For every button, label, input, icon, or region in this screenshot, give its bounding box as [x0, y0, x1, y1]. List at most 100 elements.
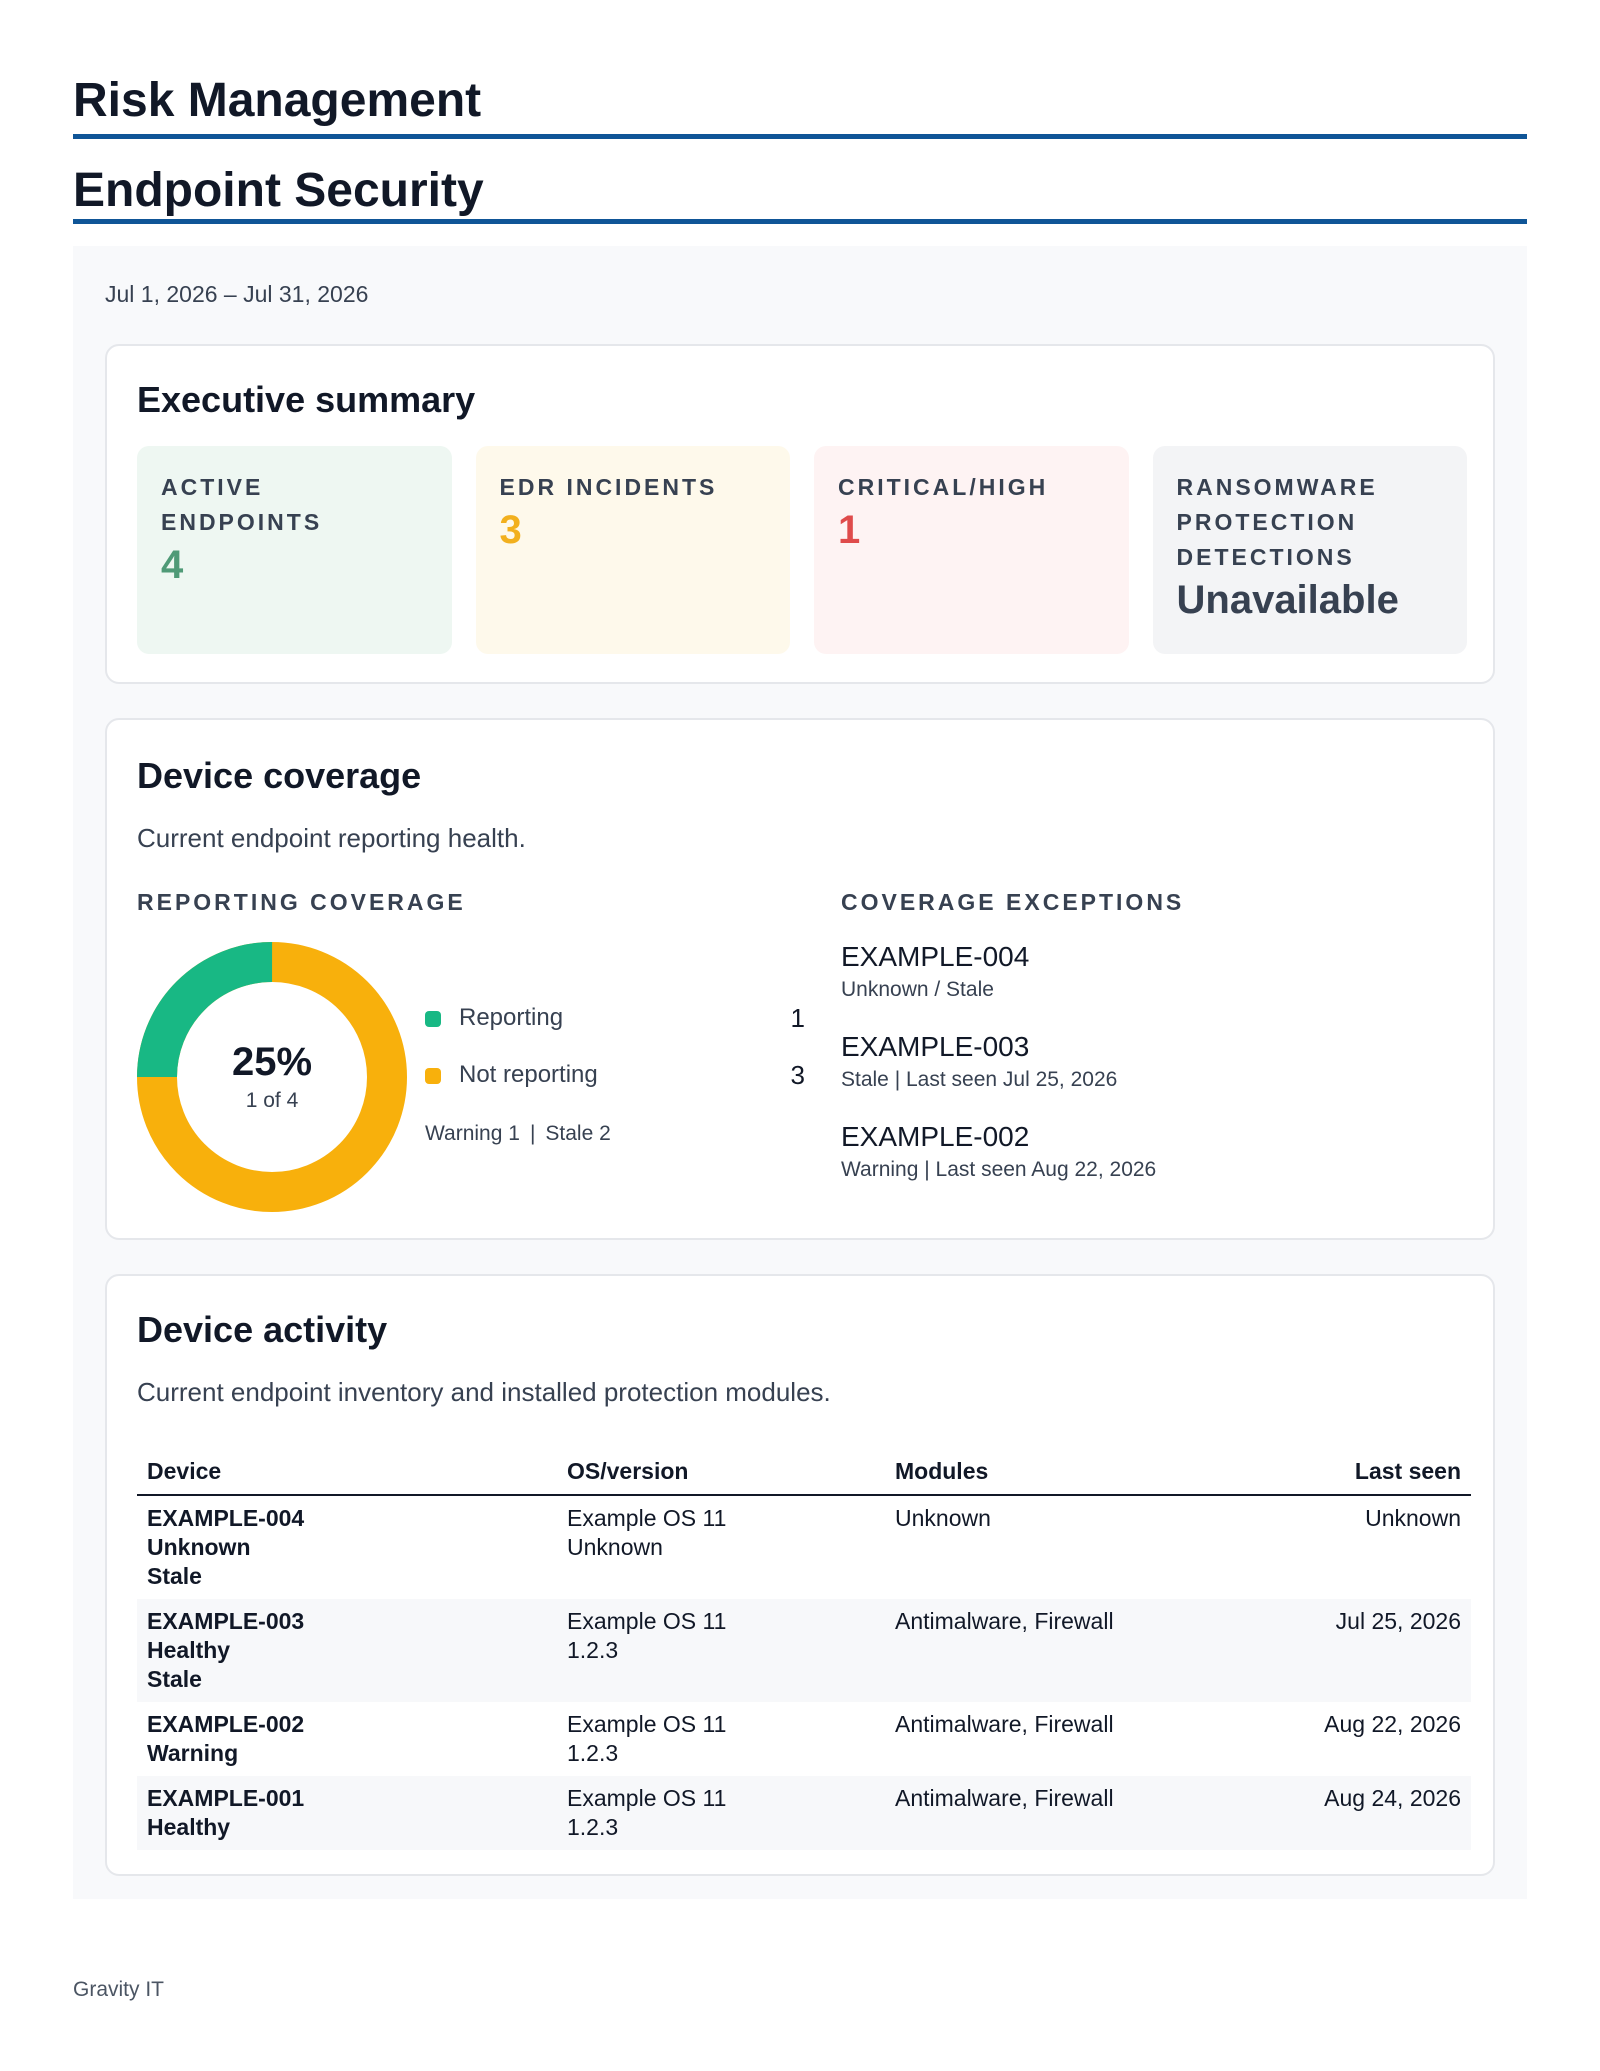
device-status: Stale: [147, 1666, 202, 1692]
footer-brand: Gravity IT: [73, 1978, 165, 2001]
page-title: Risk Management: [73, 0, 1527, 139]
device-health: Warning: [147, 1740, 239, 1766]
coverage-legend: Reporting 1 Not reporting 3: [425, 1002, 805, 1116]
last-seen-cell: Aug 22, 2026: [1324, 1711, 1461, 1737]
device-activity-title: Device activity: [137, 1309, 388, 1350]
column-header-last-seen: Last seen: [1265, 1450, 1471, 1496]
table-row: EXAMPLE-002 Warning Example OS 11 1.2.3 …: [137, 1702, 1471, 1776]
last-seen-cell: Aug 24, 2026: [1265, 1776, 1471, 1850]
kpi-row: Active endpoints 4 EDR incidents 3 Criti…: [137, 446, 1467, 654]
table-header-row: Device OS/version Modules Last seen: [137, 1450, 1471, 1496]
last-seen-cell: Jul 25, 2026: [1265, 1599, 1471, 1702]
os-version: 1.2.3: [567, 1637, 619, 1663]
os-name: Example OS 11: [567, 1785, 727, 1811]
date-range: Jul 1, 2026 – Jul 31, 2026: [105, 281, 369, 307]
legend-swatch-reporting: [425, 1011, 441, 1027]
last-seen-cell: Unknown: [1365, 1505, 1461, 1531]
kpi-value: 4: [161, 543, 184, 587]
os-version: 1.2.3: [567, 1740, 619, 1766]
coverage-exceptions-label: Coverage exceptions: [841, 889, 1185, 915]
donut-center: 25% 1 of 4: [137, 942, 407, 1212]
device-coverage-subtitle: Current endpoint reporting health.: [137, 823, 526, 853]
device-name: EXAMPLE-004: [147, 1505, 305, 1531]
device-name: EXAMPLE-001: [147, 1785, 305, 1811]
legend-count: 3: [790, 1060, 805, 1090]
os-cell: Example OS 11 1.2.3: [557, 1702, 885, 1776]
donut-percent: 25%: [231, 1040, 313, 1084]
exception-detail: Unknown / Stale: [841, 978, 994, 1001]
exception-item: EXAMPLE-004 Unknown / Stale: [841, 938, 1441, 1028]
kpi-value: Unavailable: [1176, 578, 1399, 622]
legend-item-not-reporting: Not reporting 3: [425, 1059, 805, 1116]
os-cell: Example OS 11 1.2.3: [557, 1599, 885, 1702]
modules-cell: Antimalware, Firewall: [885, 1776, 1265, 1850]
coverage-donut: [137, 942, 407, 1212]
kpi-active-endpoints: Active endpoints 4: [137, 446, 452, 654]
kpi-label: EDR incidents: [499, 474, 718, 500]
modules-cell: Unknown: [895, 1505, 991, 1531]
os-cell: Example OS 11 1.2.3: [557, 1776, 885, 1850]
os-version: Unknown: [567, 1534, 663, 1560]
exception-device-name: EXAMPLE-003: [841, 1031, 1030, 1062]
legend-count: 1: [790, 1003, 805, 1033]
reporting-coverage-label: Reporting coverage: [137, 889, 466, 915]
report-panel: Jul 1, 2026 – Jul 31, 2026 Executive sum…: [73, 246, 1527, 1899]
donut-fraction: 1 of 4: [245, 1089, 299, 1112]
exception-item: EXAMPLE-003 Stale | Last seen Jul 25, 20…: [841, 1028, 1441, 1118]
device-health: Healthy: [147, 1637, 231, 1663]
donut-slice-reporting: [137, 942, 407, 1212]
os-cell: Example OS 11 Unknown: [557, 1495, 885, 1599]
modules-cell: Antimalware, Firewall: [885, 1599, 1265, 1702]
legend-label: Not reporting: [459, 1061, 598, 1088]
legend-item-reporting: Reporting 1: [425, 1002, 805, 1059]
table-row: EXAMPLE-001 Healthy Example OS 11 1.2.3 …: [137, 1776, 1471, 1850]
modules-cell: Antimalware, Firewall: [895, 1711, 1114, 1737]
kpi-value: 3: [499, 508, 522, 552]
device-health: Unknown: [147, 1534, 251, 1560]
device-name: EXAMPLE-003: [147, 1608, 305, 1634]
table-row: EXAMPLE-004 Unknown Stale Example OS 11 …: [137, 1495, 1471, 1599]
page-subtitle: Endpoint Security: [73, 139, 1527, 224]
exception-item: EXAMPLE-002 Warning | Last seen Aug 22, …: [841, 1118, 1441, 1208]
warning-count: Warning 1: [425, 1122, 520, 1145]
device-health: Healthy: [147, 1814, 231, 1840]
column-header-os: OS/version: [557, 1450, 885, 1496]
kpi-edr-incidents: EDR incidents 3: [475, 446, 790, 654]
device-cell: EXAMPLE-001 Healthy: [137, 1776, 557, 1850]
coverage-exceptions-list: EXAMPLE-004 Unknown / Stale EXAMPLE-003 …: [841, 938, 1441, 1208]
exception-device-name: EXAMPLE-002: [841, 1121, 1030, 1152]
device-name: EXAMPLE-002: [147, 1711, 305, 1737]
kpi-label: Critical/High: [838, 474, 1049, 500]
coverage-note: Warning 1 | Stale 2: [425, 1118, 611, 1150]
kpi-ransomware-detections: Ransomware protection detections Unavail…: [1152, 446, 1467, 654]
os-version: 1.2.3: [567, 1814, 619, 1840]
kpi-critical-high: Critical/High 1: [814, 446, 1129, 654]
legend-label: Reporting: [459, 1004, 564, 1031]
exception-device-name: EXAMPLE-004: [841, 941, 1030, 972]
column-header-modules: Modules: [885, 1450, 1265, 1496]
device-cell: EXAMPLE-003 Healthy Stale: [137, 1599, 557, 1702]
os-name: Example OS 11: [567, 1505, 727, 1531]
exception-detail: Stale | Last seen Jul 25, 2026: [841, 1068, 1118, 1091]
exception-detail: Warning | Last seen Aug 22, 2026: [841, 1158, 1157, 1181]
executive-summary-card: Executive summary Active endpoints 4 EDR…: [105, 344, 1495, 684]
note-separator: |: [529, 1122, 536, 1145]
report-page: Risk Management Endpoint Security Jul 1,…: [73, 0, 1527, 1899]
executive-summary-title: Executive summary: [137, 379, 476, 420]
kpi-label: Active endpoints: [161, 474, 323, 535]
os-name: Example OS 11: [567, 1608, 727, 1634]
os-name: Example OS 11: [567, 1711, 727, 1737]
device-activity-card: Device activity Current endpoint invento…: [105, 1274, 1495, 1876]
column-header-device: Device: [137, 1450, 557, 1496]
device-cell: EXAMPLE-002 Warning: [137, 1702, 557, 1776]
table-row: EXAMPLE-003 Healthy Stale Example OS 11 …: [137, 1599, 1471, 1702]
kpi-value: 1: [838, 508, 861, 552]
device-table: Device OS/version Modules Last seen EXAM…: [137, 1450, 1471, 1850]
device-activity-subtitle: Current endpoint inventory and installed…: [137, 1377, 831, 1407]
device-status: Stale: [147, 1563, 202, 1589]
device-cell: EXAMPLE-004 Unknown Stale: [137, 1495, 557, 1599]
stale-count: Stale 2: [545, 1122, 611, 1145]
kpi-label: Ransomware protection detections: [1176, 474, 1378, 570]
device-coverage-card: Device coverage Current endpoint reporti…: [105, 718, 1495, 1240]
legend-swatch-not-reporting: [425, 1068, 441, 1084]
